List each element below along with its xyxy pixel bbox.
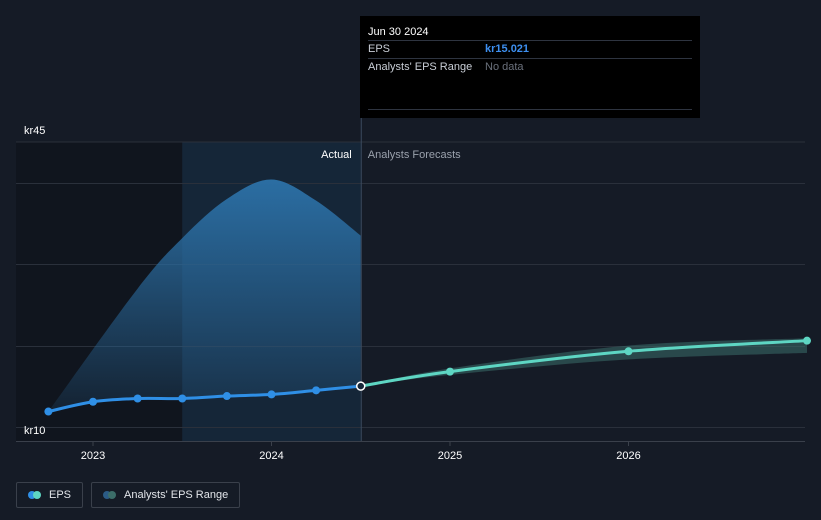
legend-eps-swatch-icon [28, 491, 42, 499]
chart-tooltip: Jun 30 2024 EPS kr15.021 Analysts' EPS R… [360, 16, 700, 118]
series-line-1 [359, 339, 809, 388]
forecast-label: Analysts Forecasts [368, 149, 461, 161]
actual-label: Actual [321, 149, 352, 161]
series-1-point-3 [803, 336, 811, 345]
series-0-point-2 [133, 394, 142, 403]
legend-item-eps-range[interactable]: Analysts' EPS Range [91, 482, 241, 508]
x-tick-label-2025: 2025 [438, 450, 462, 462]
y-min-label: kr10 [24, 425, 45, 437]
legend-range-label: Analysts' EPS Range [124, 489, 229, 501]
x-tick-label-2026: 2026 [616, 450, 640, 462]
x-tick-label-2023: 2023 [81, 450, 105, 462]
tooltip-eps-label: EPS [368, 43, 391, 55]
tooltip-range-label: Analysts' EPS Range [368, 61, 473, 73]
tooltip-row-range: Analysts' EPS Range No data [368, 58, 692, 76]
series-0-point-4 [222, 392, 231, 401]
tooltip-divider [368, 109, 692, 110]
actual-eps-range-area [48, 179, 361, 412]
series-1-point-1 [446, 367, 454, 376]
y-max-label: kr45 [24, 125, 45, 137]
series-0-point-7 [356, 381, 366, 391]
series-1-point-2 [624, 347, 633, 356]
forecast-eps-range-area [360, 338, 807, 387]
tooltip-row-eps: EPS kr15.021 [368, 40, 692, 58]
series-0-point-5 [267, 390, 276, 399]
chart-legend: EPS Analysts' EPS Range [16, 482, 241, 508]
series-0-point-0 [44, 407, 53, 416]
legend-item-eps[interactable]: EPS [16, 482, 84, 508]
x-tick-label-2024: 2024 [259, 450, 283, 462]
tooltip-range-value: No data [485, 61, 524, 73]
series-0-point-3 [178, 394, 187, 403]
tooltip-eps-value: kr15.021 [485, 43, 530, 55]
series-0-point-1 [89, 397, 97, 406]
tooltip-date: Jun 30 2024 [368, 26, 429, 38]
series-0-point-6 [312, 386, 321, 395]
legend-range-swatch-icon [103, 491, 117, 499]
legend-eps-label: EPS [49, 489, 72, 501]
